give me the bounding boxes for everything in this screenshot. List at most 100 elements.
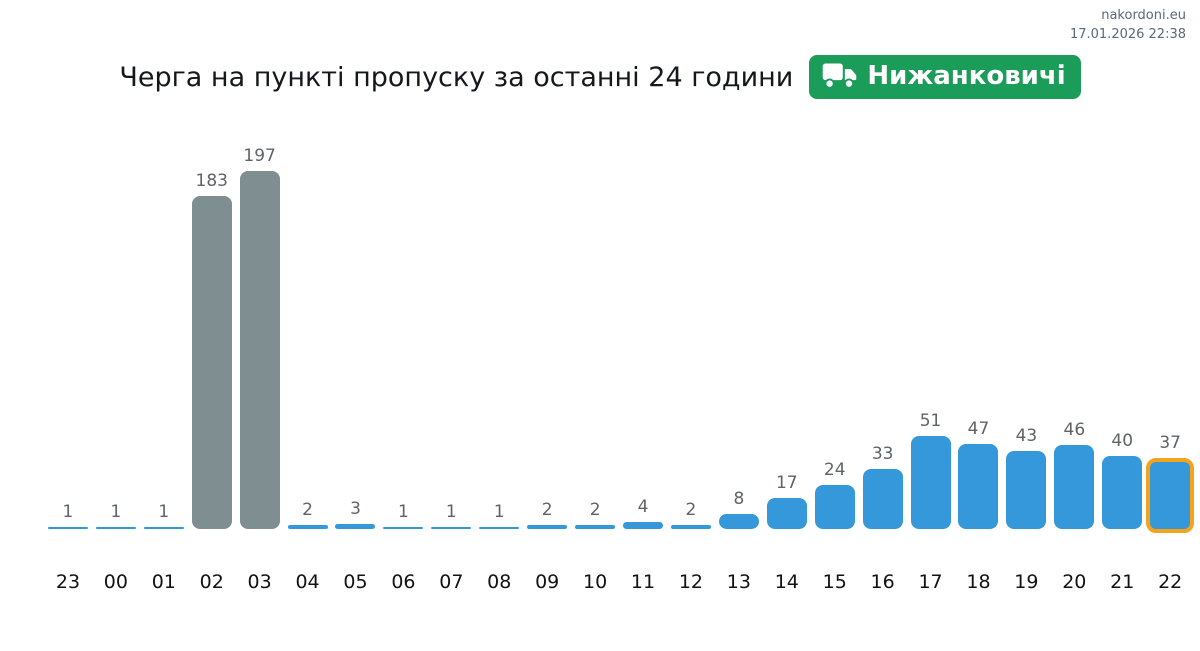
bar-value-00: 1 bbox=[110, 502, 122, 522]
x-label-17: 17 bbox=[918, 571, 943, 593]
bar-20 bbox=[1054, 445, 1095, 529]
bar-value-05: 3 bbox=[350, 499, 361, 519]
x-label-07: 07 bbox=[439, 571, 464, 593]
x-label-04: 04 bbox=[295, 571, 320, 593]
bar-col-00: 1 bbox=[92, 502, 140, 529]
bar-13 bbox=[718, 514, 759, 529]
bar-07 bbox=[431, 527, 472, 529]
bar-12 bbox=[670, 525, 711, 529]
bar-col-23: 1 bbox=[44, 502, 92, 529]
x-label-00: 00 bbox=[103, 571, 128, 593]
bar-col-13: 8 bbox=[715, 489, 763, 529]
bar-22 bbox=[1146, 458, 1195, 533]
bar-01 bbox=[143, 527, 184, 529]
bar-17 bbox=[910, 436, 951, 529]
checkpoint-badge-label: Нижанковичі bbox=[867, 61, 1066, 91]
bar-05 bbox=[335, 524, 376, 529]
bar-col-04: 2 bbox=[284, 500, 332, 529]
bar-col-17: 51 bbox=[907, 411, 955, 529]
x-label-01: 01 bbox=[151, 571, 176, 593]
bar-col-20: 46 bbox=[1050, 420, 1098, 529]
bar-value-01: 1 bbox=[158, 502, 170, 522]
bar-value-10: 2 bbox=[589, 500, 601, 520]
site-link[interactable]: nakordoni.eu bbox=[1101, 8, 1186, 23]
bar-col-07: 1 bbox=[427, 502, 475, 529]
x-label-23: 23 bbox=[55, 571, 81, 593]
bar-18 bbox=[958, 444, 999, 529]
bar-value-13: 8 bbox=[733, 489, 745, 509]
bar-00 bbox=[95, 527, 136, 529]
bar-col-12: 2 bbox=[667, 500, 715, 529]
bar-23 bbox=[47, 527, 88, 529]
bar-col-08: 1 bbox=[475, 502, 523, 529]
bar-value-20: 46 bbox=[1063, 420, 1086, 440]
bar-value-12: 2 bbox=[685, 500, 697, 520]
x-label-08: 08 bbox=[487, 571, 512, 593]
bar-col-11: 4 bbox=[619, 497, 667, 529]
bar-15 bbox=[814, 485, 855, 529]
bar-value-11: 4 bbox=[637, 497, 649, 517]
x-label-19: 19 bbox=[1014, 571, 1039, 593]
bar-col-01: 1 bbox=[140, 502, 188, 529]
bar-value-23: 1 bbox=[62, 502, 74, 522]
chart-title: Черга на пункті пропуску за останні 24 г… bbox=[119, 61, 794, 93]
bar-col-02: 183 bbox=[188, 171, 236, 529]
bar-03 bbox=[239, 171, 280, 529]
x-label-02: 02 bbox=[199, 571, 224, 593]
bar-10 bbox=[575, 525, 616, 529]
x-label-14: 14 bbox=[774, 571, 799, 593]
bar-chart: 1 1 1 183 197 2 3 1 1 1 2 2 4 2 8 17 24 33 51 47 43 46 40 37 23… bbox=[44, 135, 1195, 593]
bar-col-19: 43 bbox=[1002, 426, 1050, 529]
bar-value-07: 1 bbox=[445, 502, 457, 522]
x-label-20: 20 bbox=[1062, 571, 1087, 593]
x-label-09: 09 bbox=[535, 571, 560, 593]
header: Черга на пункті пропуску за останні 24 г… bbox=[0, 55, 1200, 99]
bar-value-18: 47 bbox=[967, 419, 990, 439]
bar-value-16: 33 bbox=[871, 444, 894, 464]
x-label-16: 16 bbox=[870, 571, 895, 593]
page-meta: nakordoni.eu 17.01.2026 22:38 bbox=[1070, 7, 1186, 45]
bar-value-09: 2 bbox=[541, 500, 553, 520]
x-label-06: 06 bbox=[391, 571, 416, 593]
x-label-10: 10 bbox=[583, 571, 608, 593]
x-axis: 23 00 01 02 03 04 05 06 07 08 09 10 11 12 13 14 15 16 17 18… bbox=[44, 571, 1194, 593]
bar-value-21: 40 bbox=[1111, 431, 1134, 451]
bar-value-06: 1 bbox=[398, 502, 409, 522]
bar-col-15: 24 bbox=[811, 460, 859, 529]
bar-col-22: 37 bbox=[1146, 433, 1195, 533]
bar-value-08: 1 bbox=[493, 502, 505, 522]
x-label-18: 18 bbox=[966, 571, 991, 593]
bar-16 bbox=[862, 469, 903, 529]
x-label-22: 22 bbox=[1158, 571, 1183, 593]
bar-02 bbox=[191, 196, 232, 529]
checkpoint-badge[interactable]: Нижанковичі bbox=[809, 55, 1081, 99]
bar-col-18: 47 bbox=[955, 419, 1003, 529]
bar-value-02: 183 bbox=[195, 171, 228, 191]
bar-19 bbox=[1006, 451, 1047, 529]
bar-col-06: 1 bbox=[379, 502, 427, 529]
bar-08 bbox=[479, 527, 520, 529]
bar-value-14: 17 bbox=[775, 473, 798, 493]
x-label-11: 11 bbox=[630, 571, 656, 593]
bar-21 bbox=[1102, 456, 1143, 529]
bar-col-21: 40 bbox=[1098, 431, 1146, 529]
x-label-13: 13 bbox=[726, 571, 751, 593]
bar-col-03: 197 bbox=[236, 146, 284, 529]
bar-col-16: 33 bbox=[859, 444, 907, 529]
bar-04 bbox=[287, 525, 328, 529]
bar-value-19: 43 bbox=[1015, 426, 1038, 446]
bar-value-04: 2 bbox=[302, 500, 313, 520]
bar-value-03: 197 bbox=[243, 146, 276, 166]
bar-value-15: 24 bbox=[823, 460, 846, 480]
bar-col-09: 2 bbox=[523, 500, 571, 529]
bar-06 bbox=[383, 527, 424, 529]
x-label-03: 03 bbox=[247, 571, 272, 593]
bar-col-14: 17 bbox=[763, 473, 811, 529]
bar-col-05: 3 bbox=[332, 499, 380, 529]
x-label-12: 12 bbox=[678, 571, 704, 593]
bar-col-10: 2 bbox=[571, 500, 619, 529]
bar-value-17: 51 bbox=[919, 411, 942, 431]
bar-11 bbox=[623, 522, 664, 529]
bar-14 bbox=[766, 498, 807, 529]
x-label-21: 21 bbox=[1110, 571, 1135, 593]
